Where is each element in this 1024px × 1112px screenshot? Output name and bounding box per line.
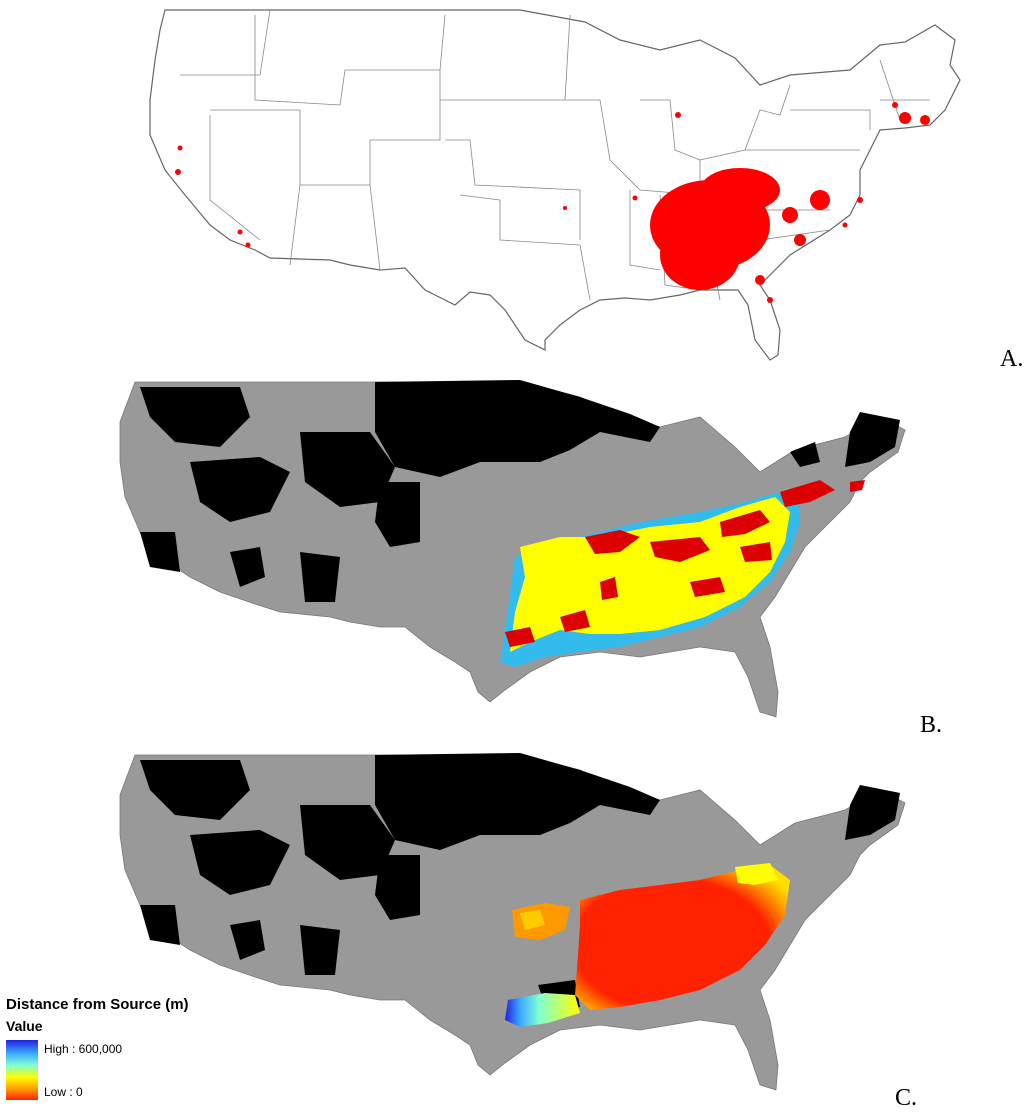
distance-surface <box>505 863 790 1027</box>
legend-subtitle: Value <box>6 1018 43 1034</box>
panel-a-occurrence-map: A. <box>0 0 1024 372</box>
panel-c-distance-map: C. <box>0 745 1024 1112</box>
legend-high-label: High : 600,000 <box>44 1042 123 1056</box>
distance-raster-map <box>119 753 906 1091</box>
unsuitable-black-areas <box>140 380 900 647</box>
legend-title: Distance from Source (m) <box>6 996 189 1013</box>
us-states-points-map <box>149 9 961 361</box>
unsuitable-black-areas <box>140 753 900 1013</box>
panel-b-label: B. <box>920 712 943 738</box>
legend-color-ramp <box>6 1040 38 1100</box>
panel-a-label: A. <box>1000 346 1024 372</box>
occurrence-points <box>175 102 930 303</box>
suitability-red-zone <box>505 480 865 647</box>
legend-low-label: Low : 0 <box>44 1085 83 1099</box>
distance-legend: Distance from Source (m) Value High : 60… <box>6 996 236 1108</box>
us-outline <box>149 9 961 361</box>
suitability-raster-map <box>119 380 906 718</box>
panel-c-label: C. <box>895 1085 918 1111</box>
panel-b-suitability-map: B. <box>0 372 1024 742</box>
